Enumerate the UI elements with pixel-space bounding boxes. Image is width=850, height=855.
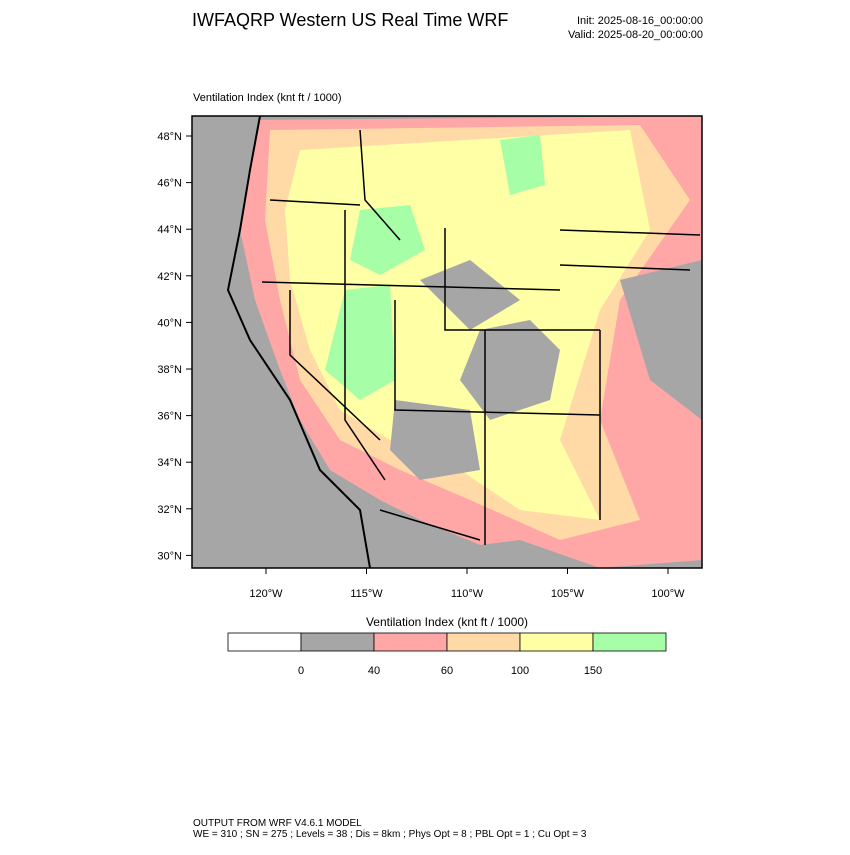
- lat-label: 32°N: [157, 504, 182, 516]
- colorbar-box: [592, 632, 667, 652]
- colorbar-title: Ventilation Index (knt ft / 1000): [366, 615, 528, 629]
- colorbar-box: [373, 632, 448, 652]
- region-green: [500, 135, 545, 195]
- map-field: [192, 116, 702, 568]
- lon-label: 120°W: [249, 588, 283, 600]
- footer-line: WE = 310 ; SN = 275 ; Levels = 38 ; Dis …: [193, 829, 587, 840]
- longitude-labels: 120°W 115°W 110°W 105°W 100°W: [249, 568, 685, 600]
- colorbar-box: [519, 632, 594, 652]
- colorbar-box: [227, 632, 302, 652]
- coastline: [226, 116, 371, 568]
- valid-time: Valid: 2025-08-20_00:00:00: [568, 29, 703, 41]
- lat-label: 30°N: [157, 550, 182, 562]
- lat-label: 36°N: [157, 411, 182, 423]
- region-gray: [620, 260, 702, 420]
- lon-label: 100°W: [651, 588, 685, 600]
- region-gray: [390, 400, 480, 480]
- colorbar-label: 0: [298, 665, 304, 677]
- main-title: IWFAQRP Western US Real Time WRF: [192, 10, 508, 30]
- state-borders: [261, 129, 701, 545]
- footer-line: OUTPUT FROM WRF V4.6.1 MODEL: [193, 818, 362, 829]
- lon-label: 115°W: [350, 588, 383, 600]
- lat-label: 42°N: [157, 271, 182, 283]
- lat-label: 44°N: [157, 224, 182, 236]
- colorbar-label: 60: [441, 665, 453, 677]
- ocean: [192, 116, 380, 568]
- colorbar-label: 40: [368, 665, 380, 677]
- lat-label: 48°N: [157, 131, 182, 143]
- init-time: Init: 2025-08-16_00:00:00: [577, 15, 703, 27]
- lon-label: 105°W: [551, 588, 585, 600]
- region-green: [325, 285, 395, 400]
- map-frame: [191, 115, 703, 569]
- lon-label: 110°W: [451, 588, 484, 600]
- colorbar: 0 40 60 100 150: [227, 632, 667, 677]
- lat-label: 46°N: [157, 178, 182, 190]
- colorbar-label: 100: [511, 665, 529, 677]
- lat-label: 34°N: [157, 457, 182, 469]
- lat-label: 40°N: [157, 317, 182, 329]
- latitude-labels: 48°N 46°N 44°N 42°N 40°N 38°N 36°N 34°N 32°N 30°N: [157, 131, 192, 562]
- colorbar-box: [446, 632, 521, 652]
- region-green: [350, 205, 425, 275]
- colorbar-label: 150: [584, 665, 602, 677]
- map: 48°N 46°N 44°N 42°N 40°N 38°N 36°N 34°N 32°N 30°N…: [157, 115, 703, 600]
- colorbar-box: [300, 632, 375, 652]
- map-title: Ventilation Index (knt ft / 1000): [193, 92, 342, 104]
- lat-label: 38°N: [157, 364, 182, 376]
